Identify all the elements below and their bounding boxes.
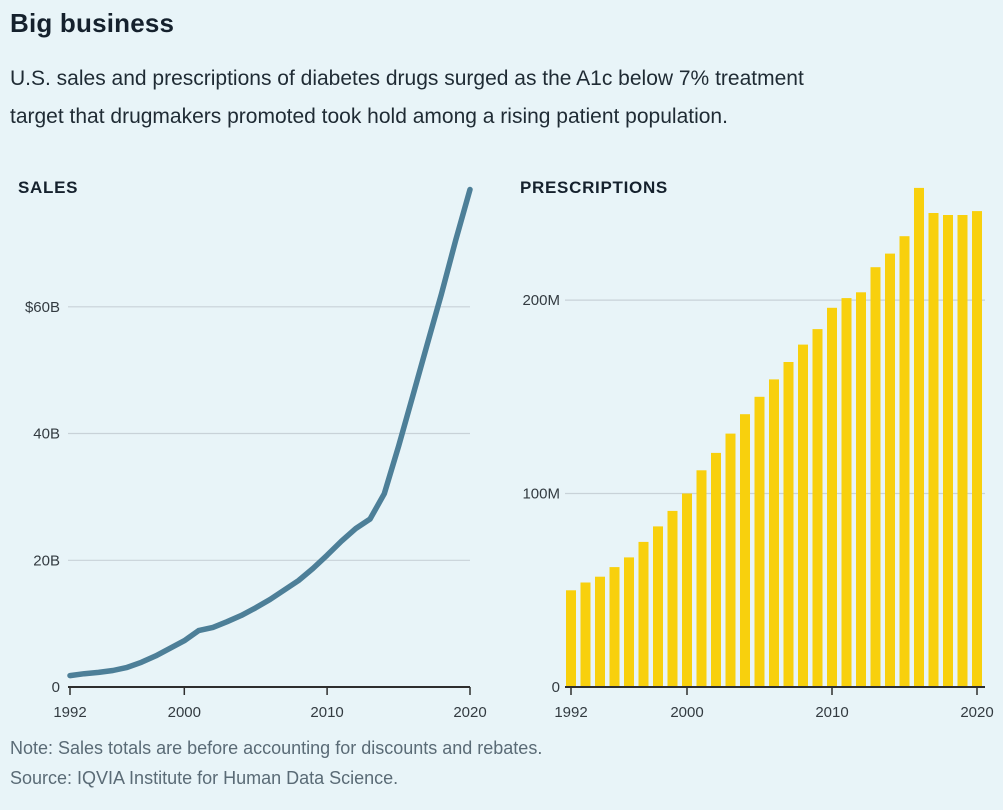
y-axis-label: $60B — [25, 299, 60, 316]
figure-title: Big business — [10, 8, 175, 38]
prescriptions-bar — [870, 267, 881, 687]
sales-trend-line — [67, 186, 473, 679]
prescriptions-bar-chart: 200M 100M 0 1992 2000 2010 2020 — [522, 187, 994, 721]
x-tick-label: 2020 — [453, 704, 486, 721]
y-axis-label: 100M — [522, 486, 560, 503]
prescriptions-bar — [943, 215, 953, 687]
prescriptions-bar — [928, 213, 939, 687]
prescriptions-bar — [798, 344, 808, 687]
x-tick-label: 1992 — [554, 704, 587, 721]
prescriptions-bar — [725, 433, 736, 687]
prescriptions-bar — [957, 215, 968, 687]
prescriptions-bar — [682, 493, 692, 687]
prescriptions-bar — [638, 541, 649, 687]
prescriptions-bar — [769, 379, 779, 687]
prescriptions-bar — [609, 567, 620, 687]
prescriptions-bar — [914, 187, 924, 687]
prescriptions-bar — [827, 307, 837, 687]
prescriptions-bar — [580, 582, 591, 687]
prescriptions-bar — [740, 414, 750, 687]
y-axis-label: 20B — [33, 552, 60, 569]
prescriptions-bar — [754, 396, 765, 687]
subtitle-line-1: U.S. sales and prescriptions of diabetes… — [10, 67, 804, 90]
prescriptions-bar — [783, 362, 794, 687]
prescriptions-bar — [711, 452, 721, 687]
x-tick-label: 2000 — [670, 704, 703, 721]
x-tick-label: 2010 — [310, 704, 343, 721]
prescriptions-bar — [899, 236, 910, 687]
prescriptions-bar — [566, 590, 576, 687]
prescriptions-bar — [885, 253, 895, 687]
x-tick-label: 1992 — [53, 704, 86, 721]
source-text: Source: IQVIA Institute for Human Data S… — [10, 768, 399, 788]
prescriptions-bar — [696, 470, 707, 687]
x-tick-label: 2010 — [815, 704, 848, 721]
x-tick-label: 2000 — [168, 704, 201, 721]
prescriptions-bar — [972, 211, 982, 687]
prescriptions-bar — [856, 292, 866, 687]
prescriptions-bar — [667, 510, 678, 687]
sales-line-chart: $60B 40B 20B 0 1992 2000 2010 2020 — [25, 186, 487, 721]
y-axis-label: 0 — [52, 679, 60, 696]
prescriptions-chart-title: PRESCRIPTIONS — [520, 178, 668, 197]
sales-chart-title: SALES — [18, 178, 79, 197]
subtitle-line-2: target that drugmakers promoted took hol… — [10, 105, 728, 128]
note-text: Note: Sales totals are before accounting… — [10, 738, 543, 758]
y-axis-label: 200M — [522, 292, 560, 309]
figure-subtitle: U.S. sales and prescriptions of diabetes… — [10, 60, 804, 136]
prescriptions-bar — [595, 576, 605, 687]
y-axis-label: 40B — [33, 426, 60, 443]
prescriptions-bar — [812, 329, 823, 687]
prescriptions-bar — [624, 557, 634, 687]
x-tick-label: 2020 — [960, 704, 993, 721]
prescriptions-bar — [841, 298, 852, 687]
prescriptions-bar — [653, 526, 663, 687]
y-axis-label: 0 — [552, 679, 560, 696]
